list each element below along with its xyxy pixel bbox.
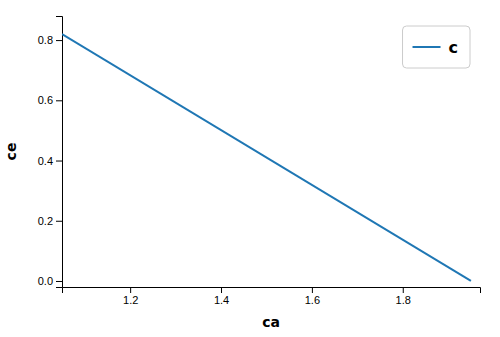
y-axis-title: ce	[3, 143, 19, 161]
x-axis-tick-label: 1.6	[305, 294, 320, 306]
x-axis-tick-mark	[312, 287, 313, 293]
y-axis-tick-label: 0.0	[38, 275, 53, 287]
y-axis-line	[56, 17, 63, 288]
x-axis-tick-label: 1.2	[123, 294, 138, 306]
y-axis-tick-label: 0.2	[38, 215, 53, 227]
x-axis: 1.2 1.4 1.6 1.8	[63, 287, 481, 306]
y-axis-tick-mark	[56, 221, 62, 222]
legend-item: c	[413, 38, 458, 57]
x-axis-tick-mark	[221, 287, 222, 293]
y-axis-tick: 0.0	[38, 275, 62, 287]
legend-label: c	[449, 38, 458, 57]
x-axis-tick: 1.2	[123, 287, 138, 306]
x-axis-tick-mark	[403, 287, 404, 293]
legend-box	[403, 26, 470, 68]
y-axis-tick-mark	[56, 281, 62, 282]
x-axis-tick-label: 1.8	[396, 294, 411, 306]
y-axis-tick-label: 0.4	[38, 155, 53, 167]
y-axis-tick-mark	[56, 40, 62, 41]
y-axis-tick-mark	[56, 100, 62, 101]
plot: 1.2 1.4 1.6 1.8 0.0 0.2 0.4 0.6 0.8 c	[38, 17, 481, 306]
y-axis-tick: 0.6	[38, 94, 62, 106]
y-axis-tick: 0.2	[38, 215, 62, 227]
x-axis-tick-label: 1.4	[214, 294, 229, 306]
y-axis-tick-mark	[56, 161, 62, 162]
x-axis-tick: 1.8	[396, 287, 411, 306]
legend: c	[403, 26, 470, 68]
y-axis-tick-label: 0.8	[38, 34, 53, 46]
x-axis-tick: 1.4	[214, 287, 229, 306]
legend-swatch	[413, 46, 441, 48]
x-axis-title: ca	[262, 314, 280, 330]
marks	[62, 34, 471, 281]
x-axis-tick-mark	[130, 287, 131, 293]
y-axis-tick-label: 0.6	[38, 94, 53, 106]
chart: 1.2 1.4 1.6 1.8 0.0 0.2 0.4 0.6 0.8 c ca ce	[0, 0, 500, 337]
line	[62, 34, 471, 281]
x-axis-line	[63, 288, 481, 294]
y-axis-tick: 0.4	[38, 155, 62, 167]
y-axis: 0.0 0.2 0.4 0.6 0.8	[38, 17, 63, 288]
y-axis-tick: 0.8	[38, 34, 62, 46]
x-axis-tick: 1.6	[305, 287, 320, 306]
